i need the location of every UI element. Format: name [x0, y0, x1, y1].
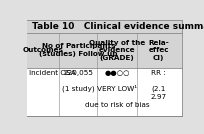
Text: Table 10   Clinical evidence summary: People with PCOS vs: Table 10 Clinical evidence summary: Peop… [32, 22, 204, 31]
Text: ●●○○

VERY LOW¹

due to risk of bias: ●●○○ VERY LOW¹ due to risk of bias [85, 70, 150, 108]
Text: Quality of the
evidence
(GRADE): Quality of the evidence (GRADE) [89, 40, 145, 61]
Text: Rela-
effec
CI): Rela- effec CI) [148, 40, 169, 61]
Bar [27, 20, 182, 33]
Text: 220,055

(1 study): 220,055 (1 study) [62, 70, 95, 92]
Text: Incident OSA: Incident OSA [29, 70, 75, 76]
Text: No of Participants
(studies) Follow up: No of Participants (studies) Follow up [39, 43, 118, 57]
Text: RR :

(2.1
2.97: RR : (2.1 2.97 [151, 70, 167, 100]
Bar [27, 33, 182, 68]
Bar [27, 68, 182, 116]
Text: Outcomes: Outcomes [23, 47, 64, 53]
